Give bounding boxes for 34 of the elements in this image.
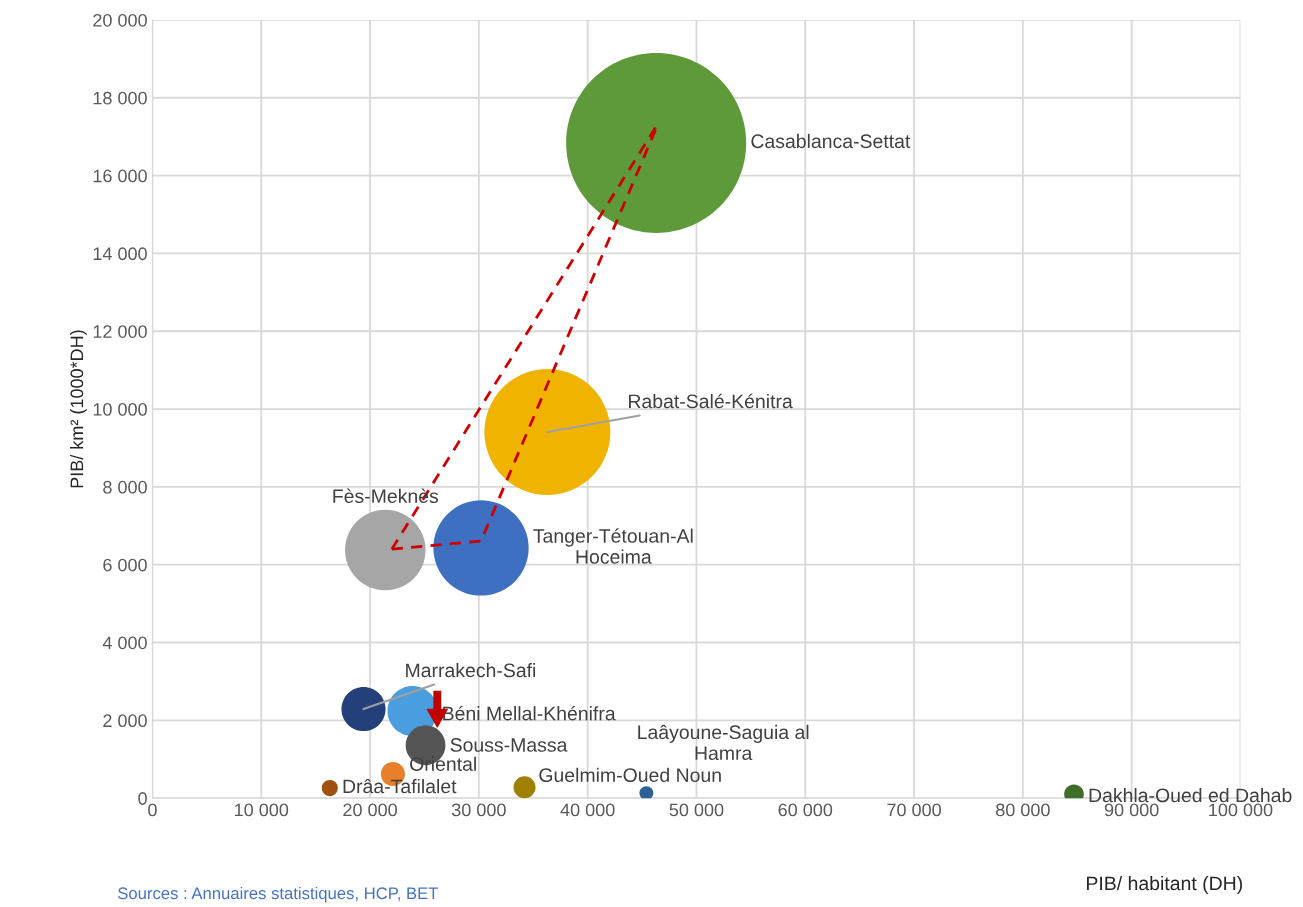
y-tick-label: 18 000	[93, 91, 147, 105]
y-tick-label: 6 000	[103, 558, 147, 572]
series-label: Marrakech-Safi	[406, 662, 536, 678]
series-label: Rabat-Salé-Kénitra	[628, 393, 793, 409]
x-tick-label: 0	[148, 803, 157, 817]
x-tick-label: 60 000	[778, 803, 833, 817]
y-tick-label: 12 000	[93, 325, 147, 338]
y-tick-label: 4 000	[102, 636, 147, 650]
series-label: Guelmim-Oued Noun	[539, 767, 721, 783]
x-tick-label: 40 000	[560, 803, 615, 817]
x-tick-label: 70 000	[887, 803, 941, 817]
y-tick-label: 14 000	[93, 247, 147, 261]
x-tick-label: 100 000	[1209, 803, 1273, 817]
y-tick-label: 10 000	[93, 402, 147, 416]
y-axis-title: PIB/ km² (1000*DH)	[69, 330, 87, 488]
x-tick-label: 90 000	[1104, 803, 1159, 817]
y-tick-label: 16 000	[93, 169, 147, 183]
x-tick-label: 20 000	[343, 803, 397, 817]
series-label: Drâa-Tafilalet	[343, 778, 457, 794]
y-tick-label: 20 000	[93, 13, 147, 27]
x-tick-label: 10 000	[235, 803, 289, 817]
x-tick-label: 50 000	[669, 803, 724, 817]
x-axis-title: PIB/ habitant (DH)	[1087, 875, 1242, 895]
y-tick-label: 8 000	[103, 480, 147, 494]
series-label: Dakhla-Oued ed Dahab	[1089, 787, 1292, 803]
x-tick-label: 80 000	[996, 803, 1050, 817]
y-tick-label: 0	[138, 792, 147, 805]
x-tick-label: 30 000	[451, 803, 506, 817]
y-tick-label: 2 000	[103, 714, 147, 728]
series-label: Souss-Massa	[450, 738, 568, 752]
series-label: Tanger-Tétouan-Al Hoceima	[533, 528, 693, 564]
series-label: Casablanca-Settat	[751, 133, 911, 149]
series-label: Laâyoune-Saguia al Hamra	[638, 724, 809, 761]
source-note: Sources : Annuaires statistiques, HCP, BET	[118, 886, 439, 903]
